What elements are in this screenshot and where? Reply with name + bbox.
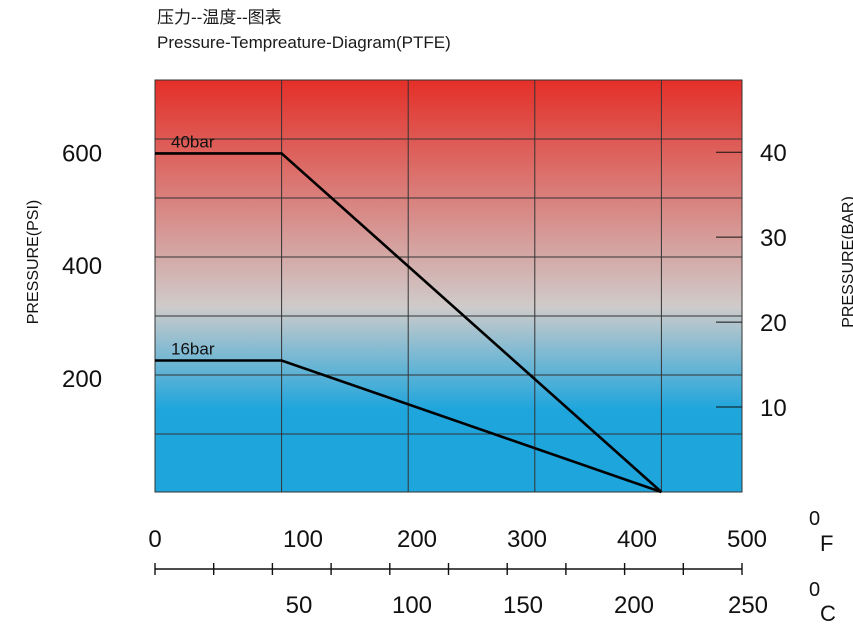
y-left-tick-label: 600 xyxy=(62,140,102,167)
x-top-tick-label: 200 xyxy=(397,526,437,553)
x-bottom-tick-label: 50 xyxy=(286,592,313,619)
x-top-unit-superscript: 0 xyxy=(809,508,820,530)
x-top-unit-label: F xyxy=(820,531,833,556)
series-line xyxy=(155,359,662,494)
plot-background xyxy=(155,80,742,492)
chart-title-chinese: 压力--温度--图表 xyxy=(157,8,282,27)
x-bottom-tick-label: 200 xyxy=(614,592,654,619)
x-bottom-tick-label: 100 xyxy=(392,592,432,619)
x-bottom-unit-superscript: 0 xyxy=(809,579,820,601)
x-bottom-tick-label: 250 xyxy=(728,592,768,619)
y-left-tick-label: 400 xyxy=(62,253,102,280)
y-left-tick-label: 200 xyxy=(62,366,102,393)
grid xyxy=(155,80,742,492)
plot-border xyxy=(154,79,743,493)
chart-marks: 200 400 600 10 20 30 40 PRESSURE(PSI) PRESSURE(B… xyxy=(25,140,853,626)
x-top-tick-label: 500 xyxy=(727,526,767,553)
series-label: 40bar xyxy=(171,132,215,151)
y-left-axis-label: PRESSURE(PSI) xyxy=(25,200,42,324)
series-lines: 40bar 16bar xyxy=(155,132,663,494)
series-label: 16bar xyxy=(171,339,215,358)
y-right-tick-label: 40 xyxy=(760,140,787,167)
y-right-tick-label: 20 xyxy=(760,310,787,337)
x-bottom-unit-label: C xyxy=(820,601,836,626)
y-right-axis-label: PRESSURE(BAR) xyxy=(840,196,853,328)
x-top-tick-label: 400 xyxy=(617,526,657,553)
x-top-tick-label: 0 xyxy=(148,526,161,553)
x-top-tick-label: 300 xyxy=(507,526,547,553)
y-right-tick-label: 10 xyxy=(760,395,787,422)
chart-title: Pressure-Tempreature-Diagram(PTFE) xyxy=(157,33,451,52)
x-top-tick-label: 100 xyxy=(283,526,323,553)
x-bottom-tick-label: 150 xyxy=(503,592,543,619)
series-line xyxy=(155,152,663,493)
y-right-tick-label: 30 xyxy=(760,225,787,252)
